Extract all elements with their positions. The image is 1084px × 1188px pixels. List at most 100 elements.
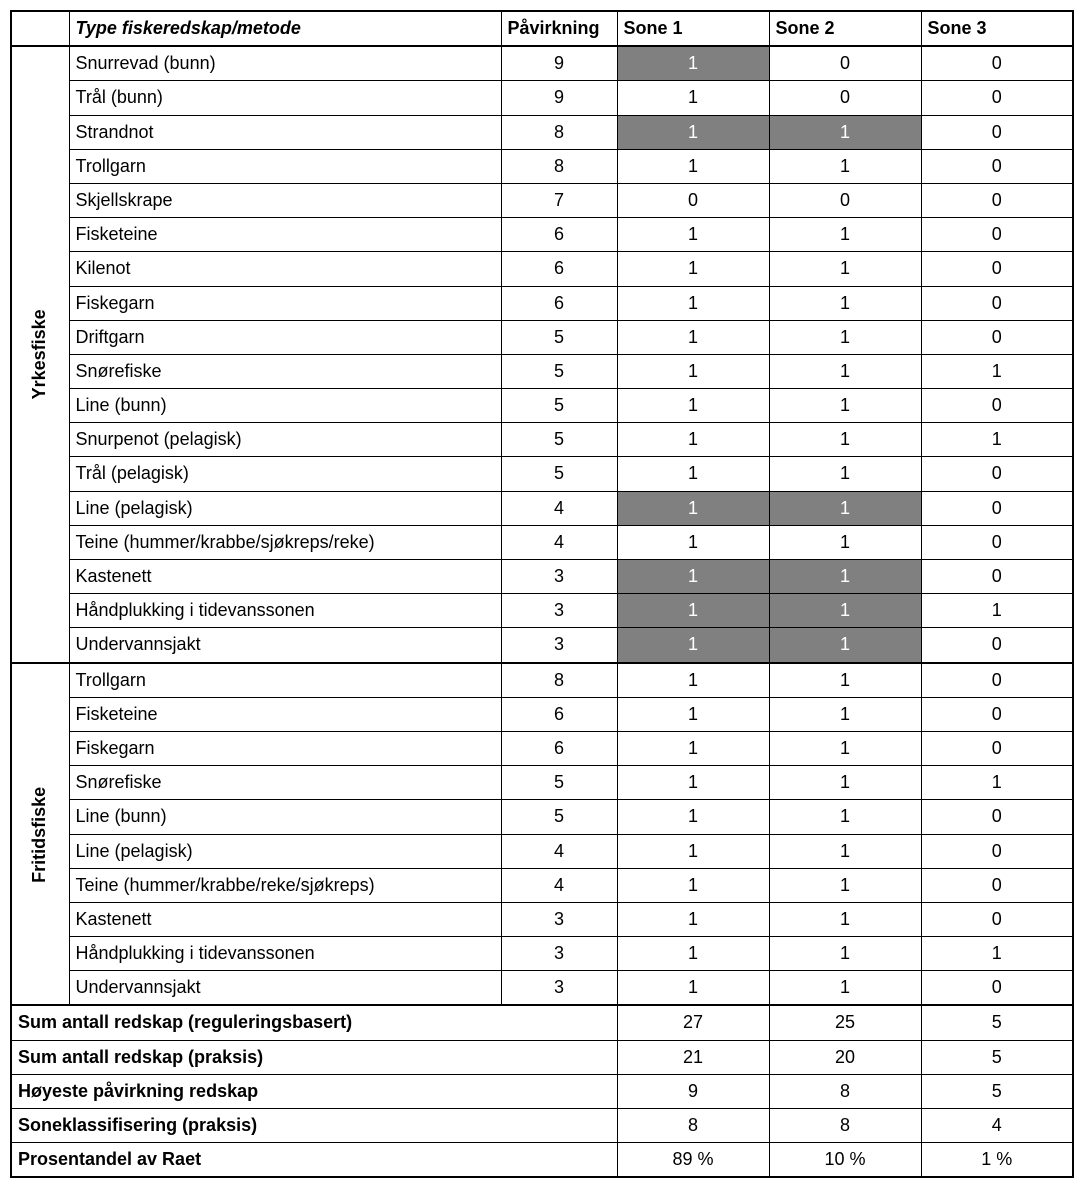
header-sone1: Sone 1 [617, 11, 769, 46]
cell-sone2: 1 [769, 491, 921, 525]
cell-sone1: 1 [617, 320, 769, 354]
cell-type: Trollgarn [69, 149, 501, 183]
cell-pavirkning: 5 [501, 320, 617, 354]
table-row: Line (bunn)5110 [11, 800, 1073, 834]
group-label: Fritidsfiske [11, 663, 69, 1006]
table-row: Fisketeine6110 [11, 697, 1073, 731]
cell-pavirkning: 5 [501, 354, 617, 388]
cell-sone2: 1 [769, 423, 921, 457]
cell-sone3: 0 [921, 834, 1073, 868]
table-row: Teine (hummer/krabbe/reke/sjøkreps)4110 [11, 868, 1073, 902]
summary-sone2: 8 [769, 1074, 921, 1108]
cell-sone2: 1 [769, 971, 921, 1006]
table-row: Snørefiske5111 [11, 766, 1073, 800]
cell-sone1: 1 [617, 800, 769, 834]
cell-pavirkning: 3 [501, 902, 617, 936]
cell-sone3: 0 [921, 800, 1073, 834]
cell-sone1: 1 [617, 868, 769, 902]
summary-label: Soneklassifisering (praksis) [11, 1109, 617, 1143]
cell-type: Snurrevad (bunn) [69, 46, 501, 81]
cell-sone3: 0 [921, 697, 1073, 731]
cell-sone2: 1 [769, 149, 921, 183]
cell-type: Driftgarn [69, 320, 501, 354]
cell-pavirkning: 5 [501, 766, 617, 800]
table-row: Undervannsjakt3110 [11, 971, 1073, 1006]
cell-type: Snørefiske [69, 766, 501, 800]
cell-sone1: 1 [617, 697, 769, 731]
summary-row: Prosentandel av Raet89 %10 %1 % [11, 1143, 1073, 1178]
cell-type: Snørefiske [69, 354, 501, 388]
summary-sone3: 5 [921, 1005, 1073, 1040]
cell-sone1: 1 [617, 423, 769, 457]
summary-row: Soneklassifisering (praksis)884 [11, 1109, 1073, 1143]
cell-sone3: 0 [921, 218, 1073, 252]
table-row: Håndplukking i tidevanssonen3111 [11, 594, 1073, 628]
summary-label: Prosentandel av Raet [11, 1143, 617, 1178]
cell-sone3: 0 [921, 389, 1073, 423]
header-sone3: Sone 3 [921, 11, 1073, 46]
cell-pavirkning: 6 [501, 218, 617, 252]
cell-sone1: 1 [617, 937, 769, 971]
cell-sone2: 1 [769, 560, 921, 594]
cell-pavirkning: 4 [501, 491, 617, 525]
table-header-row: Type fiskeredskap/metode Påvirkning Sone… [11, 11, 1073, 46]
cell-sone3: 0 [921, 902, 1073, 936]
table-row: Kastenett3110 [11, 902, 1073, 936]
cell-sone3: 0 [921, 457, 1073, 491]
cell-sone3: 0 [921, 731, 1073, 765]
cell-sone1: 0 [617, 183, 769, 217]
cell-sone2: 1 [769, 218, 921, 252]
cell-pavirkning: 4 [501, 525, 617, 559]
cell-sone1: 1 [617, 766, 769, 800]
cell-sone2: 0 [769, 46, 921, 81]
group-label: Yrkesfiske [11, 46, 69, 662]
cell-sone3: 0 [921, 628, 1073, 663]
cell-sone3: 0 [921, 183, 1073, 217]
table-row: Trål (bunn)9100 [11, 81, 1073, 115]
cell-sone3: 0 [921, 115, 1073, 149]
cell-sone3: 0 [921, 525, 1073, 559]
cell-sone1: 1 [617, 834, 769, 868]
table-row: Kilenot6110 [11, 252, 1073, 286]
cell-sone2: 1 [769, 594, 921, 628]
cell-sone2: 1 [769, 663, 921, 698]
cell-sone2: 1 [769, 320, 921, 354]
cell-pavirkning: 5 [501, 800, 617, 834]
cell-sone2: 1 [769, 354, 921, 388]
table-row: Driftgarn5110 [11, 320, 1073, 354]
cell-pavirkning: 9 [501, 81, 617, 115]
cell-type: Snurpenot (pelagisk) [69, 423, 501, 457]
cell-pavirkning: 9 [501, 46, 617, 81]
cell-pavirkning: 5 [501, 389, 617, 423]
cell-sone1: 1 [617, 457, 769, 491]
cell-sone1: 1 [617, 731, 769, 765]
cell-type: Trollgarn [69, 663, 501, 698]
cell-sone1: 1 [617, 594, 769, 628]
cell-sone3: 0 [921, 286, 1073, 320]
cell-pavirkning: 6 [501, 286, 617, 320]
cell-pavirkning: 3 [501, 937, 617, 971]
cell-pavirkning: 6 [501, 697, 617, 731]
summary-sone1: 27 [617, 1005, 769, 1040]
table-row: Håndplukking i tidevanssonen3111 [11, 937, 1073, 971]
table-row: Snørefiske5111 [11, 354, 1073, 388]
cell-type: Håndplukking i tidevanssonen [69, 594, 501, 628]
cell-type: Trål (bunn) [69, 81, 501, 115]
table-row: Undervannsjakt3110 [11, 628, 1073, 663]
table-row: Fiskegarn6110 [11, 731, 1073, 765]
cell-type: Teine (hummer/krabbe/reke/sjøkreps) [69, 868, 501, 902]
cell-type: Håndplukking i tidevanssonen [69, 937, 501, 971]
cell-sone2: 1 [769, 868, 921, 902]
cell-pavirkning: 5 [501, 423, 617, 457]
cell-sone1: 1 [617, 218, 769, 252]
cell-sone3: 0 [921, 46, 1073, 81]
summary-sone3: 5 [921, 1074, 1073, 1108]
cell-pavirkning: 8 [501, 115, 617, 149]
cell-sone3: 0 [921, 868, 1073, 902]
summary-sone1: 21 [617, 1040, 769, 1074]
table-row: Fiskegarn6110 [11, 286, 1073, 320]
summary-sone2: 20 [769, 1040, 921, 1074]
table-row: Trål (pelagisk)5110 [11, 457, 1073, 491]
table-row: Trollgarn8110 [11, 149, 1073, 183]
cell-sone2: 1 [769, 252, 921, 286]
